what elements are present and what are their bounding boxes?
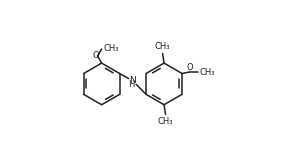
Text: CH₃: CH₃: [155, 42, 170, 51]
Text: O: O: [186, 63, 193, 72]
Text: O: O: [92, 51, 99, 60]
Text: CH₃: CH₃: [103, 44, 119, 53]
Text: CH₃: CH₃: [199, 68, 215, 76]
Text: CH₃: CH₃: [158, 117, 173, 126]
Text: N: N: [130, 76, 136, 85]
Text: H: H: [128, 80, 135, 89]
